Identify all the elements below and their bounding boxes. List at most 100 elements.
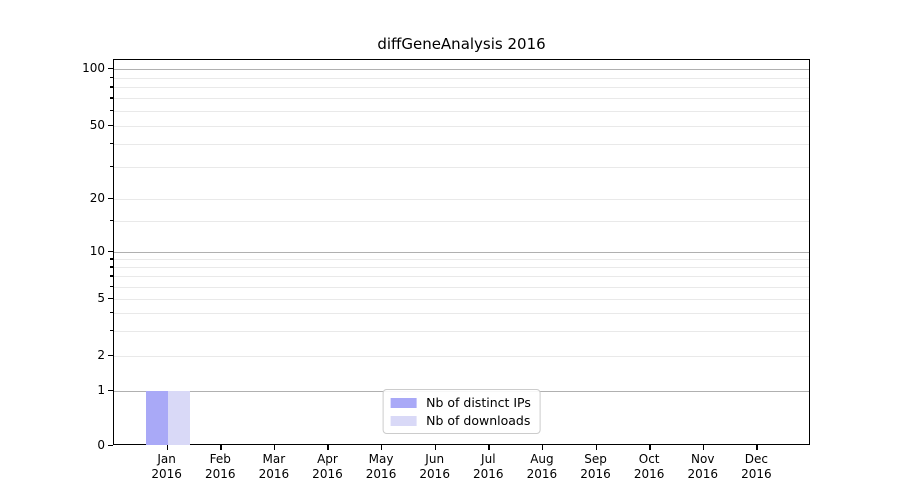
x-tick-mark bbox=[595, 445, 597, 450]
x-tick-year: 2016 bbox=[687, 466, 719, 481]
x-tick-month: Aug bbox=[530, 452, 554, 466]
legend-item-distinct-ips: Nb of distinct IPs bbox=[390, 395, 531, 410]
minor-gridline bbox=[114, 143, 809, 145]
x-tick-label-jul: Jul 2016 bbox=[473, 452, 504, 481]
y-tick-label: 20 bbox=[89, 190, 105, 205]
y-minor-tick-mark bbox=[110, 142, 113, 145]
y-minor-tick-mark bbox=[110, 97, 113, 99]
plot-area: Nb of distinct IPs Nb of downloads bbox=[113, 59, 810, 445]
x-tick-year: 2016 bbox=[473, 466, 504, 481]
x-tick-month: Apr bbox=[317, 452, 338, 466]
x-tick-label-aug: Aug 2016 bbox=[527, 452, 558, 481]
x-tick-label-dec: Dec 2016 bbox=[741, 452, 772, 481]
x-tick-year: 2016 bbox=[365, 466, 397, 481]
legend-swatch-distinct-ips bbox=[390, 397, 417, 408]
y-minor-tick-mark bbox=[110, 110, 113, 112]
y-minor-tick-mark bbox=[110, 285, 113, 288]
x-tick-year: 2016 bbox=[741, 466, 772, 481]
x-tick-mark bbox=[273, 445, 276, 450]
minor-gridline bbox=[114, 267, 809, 269]
y-tick-mark bbox=[108, 197, 113, 200]
x-tick-mark bbox=[166, 445, 168, 450]
legend: Nb of distinct IPs Nb of downloads bbox=[382, 389, 541, 434]
minor-gridline bbox=[114, 259, 809, 261]
x-tick-year: 2016 bbox=[580, 466, 611, 481]
minor-gridline bbox=[114, 87, 809, 89]
y-minor-tick-mark bbox=[110, 258, 113, 260]
minor-gridline bbox=[114, 98, 809, 100]
x-tick-year: 2016 bbox=[419, 466, 450, 481]
x-tick-month: Sep bbox=[584, 452, 607, 466]
x-tick-year: 2016 bbox=[151, 466, 182, 481]
minor-gridline bbox=[114, 111, 809, 112]
y-tick-mark bbox=[108, 250, 113, 253]
y-minor-tick-mark bbox=[110, 275, 113, 277]
minor-gridline bbox=[114, 299, 809, 300]
minor-gridline bbox=[114, 356, 809, 357]
y-tick-label: 0 bbox=[97, 438, 105, 452]
legend-label-distinct-ips: Nb of distinct IPs bbox=[426, 395, 531, 410]
y-tick-mark bbox=[108, 298, 113, 300]
x-tick-label-nov: Nov 2016 bbox=[687, 452, 718, 481]
minor-gridline bbox=[114, 286, 809, 288]
legend-swatch-downloads bbox=[390, 415, 417, 426]
x-tick-year: 2016 bbox=[312, 466, 343, 481]
minor-gridline bbox=[114, 221, 809, 222]
minor-gridline bbox=[114, 77, 809, 79]
y-minor-tick-mark bbox=[110, 86, 113, 88]
x-tick-label-sep: Sep 2016 bbox=[580, 452, 611, 481]
y-tick-label: 5 bbox=[97, 291, 105, 305]
bar-nb-of-downloads bbox=[167, 391, 190, 445]
y-minor-tick-mark bbox=[110, 165, 113, 168]
x-tick-year: 2016 bbox=[526, 466, 558, 481]
x-tick-mark bbox=[756, 445, 758, 450]
x-tick-mark bbox=[488, 445, 490, 450]
y-tick-label: 100 bbox=[82, 60, 105, 75]
y-minor-tick-mark bbox=[110, 76, 113, 79]
x-tick-month: Jun bbox=[425, 452, 445, 466]
x-tick-mark bbox=[220, 445, 222, 450]
y-tick-mark bbox=[108, 125, 113, 127]
minor-gridline bbox=[114, 312, 809, 314]
x-tick-month: Mar bbox=[262, 452, 286, 466]
y-tick-label: 10 bbox=[89, 243, 105, 258]
x-tick-mark bbox=[649, 445, 651, 450]
minor-gridline bbox=[114, 166, 809, 168]
minor-gridline bbox=[114, 126, 809, 127]
x-tick-month: Nov bbox=[691, 452, 715, 466]
y-minor-tick-mark bbox=[110, 266, 113, 268]
minor-gridline bbox=[114, 199, 809, 200]
x-tick-label-feb: Feb 2016 bbox=[205, 452, 236, 481]
y-tick-label: 1 bbox=[97, 382, 105, 397]
x-tick-month: May bbox=[368, 452, 394, 466]
x-tick-mark bbox=[434, 445, 437, 450]
y-tick-mark bbox=[108, 445, 113, 447]
y-tick-mark bbox=[108, 67, 113, 70]
x-tick-mark bbox=[541, 445, 544, 450]
x-tick-label-mar: Mar 2016 bbox=[259, 452, 290, 481]
y-tick-mark bbox=[108, 389, 113, 392]
x-tick-month: Dec bbox=[744, 452, 768, 466]
chart-title: diffGeneAnalysis 2016 bbox=[377, 35, 546, 53]
major-gridline bbox=[114, 69, 809, 70]
legend-label-downloads: Nb of downloads bbox=[426, 413, 531, 428]
x-tick-label-oct: Oct 2016 bbox=[634, 452, 665, 481]
y-minor-tick-mark bbox=[110, 329, 113, 332]
x-tick-month: Jan bbox=[157, 452, 176, 466]
x-tick-month: Feb bbox=[209, 452, 231, 466]
minor-gridline bbox=[114, 276, 809, 278]
x-tick-year: 2016 bbox=[258, 466, 290, 481]
x-tick-label-jan: Jan 2016 bbox=[151, 452, 182, 481]
minor-gridline bbox=[114, 330, 809, 332]
x-tick-label-apr: Apr 2016 bbox=[312, 452, 343, 481]
legend-item-downloads: Nb of downloads bbox=[390, 413, 531, 428]
y-tick-label: 50 bbox=[89, 118, 105, 132]
major-gridline bbox=[114, 252, 809, 253]
y-tick-label: 2 bbox=[97, 347, 105, 362]
x-tick-label-may: May 2016 bbox=[366, 452, 397, 481]
x-tick-mark bbox=[327, 445, 329, 450]
x-tick-mark bbox=[381, 445, 383, 450]
x-tick-year: 2016 bbox=[633, 466, 665, 481]
x-tick-mark bbox=[702, 445, 705, 450]
